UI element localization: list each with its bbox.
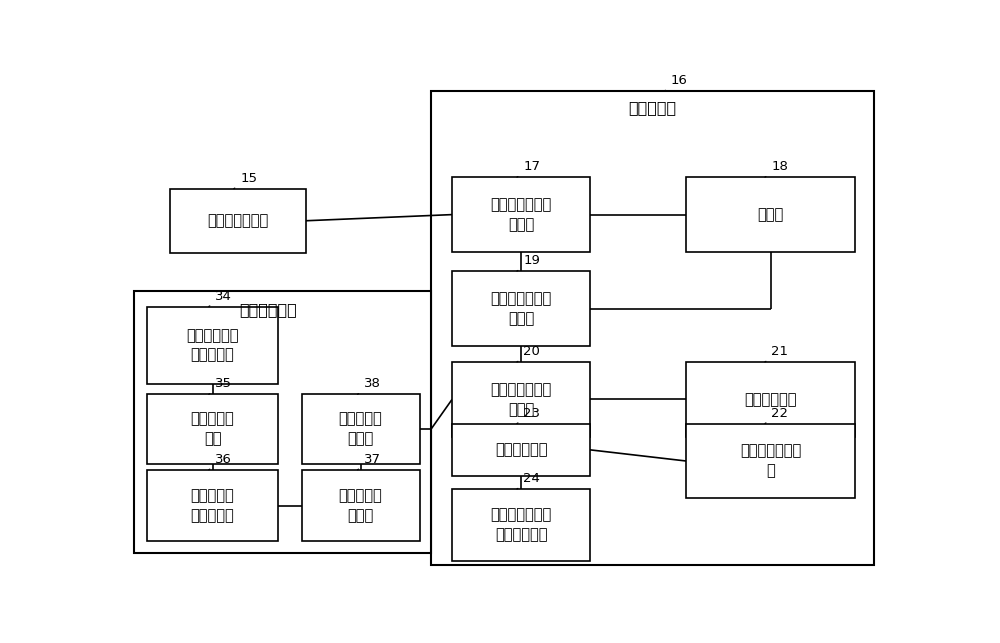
Text: 15: 15 bbox=[240, 172, 257, 185]
Text: 24: 24 bbox=[523, 472, 540, 485]
Bar bbox=[452, 177, 590, 252]
Text: 测试项目成绩表
保存上传模块: 测试项目成绩表 保存上传模块 bbox=[490, 507, 552, 542]
Bar bbox=[431, 91, 874, 565]
Bar bbox=[302, 470, 420, 541]
Text: 21: 21 bbox=[771, 345, 788, 358]
Text: 36: 36 bbox=[215, 453, 232, 466]
Text: 19: 19 bbox=[523, 254, 540, 267]
Text: 38: 38 bbox=[364, 377, 381, 390]
Text: 第二控制器: 第二控制器 bbox=[628, 100, 676, 115]
Text: 第二触摸显示屏: 第二触摸显示屏 bbox=[207, 213, 268, 228]
Text: 测试项目内容展
示模块: 测试项目内容展 示模块 bbox=[490, 382, 552, 417]
Bar bbox=[147, 307, 278, 384]
Bar bbox=[686, 424, 855, 498]
Text: 骨骼点位置信
息采集模块: 骨骼点位置信 息采集模块 bbox=[186, 328, 239, 363]
Bar bbox=[452, 424, 590, 476]
Text: 操作信息确
认模块: 操作信息确 认模块 bbox=[339, 412, 382, 446]
Bar bbox=[134, 291, 431, 553]
Bar bbox=[686, 362, 855, 437]
Bar bbox=[147, 470, 278, 541]
Bar bbox=[170, 189, 306, 253]
Bar bbox=[452, 271, 590, 346]
Text: 22: 22 bbox=[771, 407, 788, 420]
Text: 肢体动作匹
配模块: 肢体动作匹 配模块 bbox=[339, 488, 382, 523]
Bar bbox=[452, 489, 590, 561]
Bar bbox=[452, 362, 590, 437]
Text: 第二通讯模块: 第二通讯模块 bbox=[744, 392, 797, 407]
Text: 18: 18 bbox=[771, 160, 788, 174]
Text: 35: 35 bbox=[215, 377, 232, 390]
Text: 23: 23 bbox=[523, 407, 540, 420]
Text: 记录判定模块: 记录判定模块 bbox=[495, 442, 547, 457]
Text: 操作信息解析模
块: 操作信息解析模 块 bbox=[740, 444, 801, 478]
Text: 数据库: 数据库 bbox=[757, 207, 784, 222]
Text: 肢体运动线
程生成模块: 肢体运动线 程生成模块 bbox=[191, 488, 234, 523]
Text: 37: 37 bbox=[364, 453, 381, 466]
Text: 骨骼点解析
模块: 骨骼点解析 模块 bbox=[191, 412, 234, 446]
Text: 16: 16 bbox=[671, 74, 688, 87]
Text: 测试项目内容下
载模块: 测试项目内容下 载模块 bbox=[490, 197, 552, 232]
Text: 17: 17 bbox=[523, 160, 540, 174]
Bar bbox=[302, 394, 420, 464]
Text: 测试项目内容调
用模块: 测试项目内容调 用模块 bbox=[490, 291, 552, 326]
Bar bbox=[147, 394, 278, 464]
Text: 体感互动装置: 体感互动装置 bbox=[240, 302, 297, 317]
Bar bbox=[686, 177, 855, 252]
Text: 34: 34 bbox=[215, 289, 232, 303]
Text: 20: 20 bbox=[523, 345, 540, 358]
